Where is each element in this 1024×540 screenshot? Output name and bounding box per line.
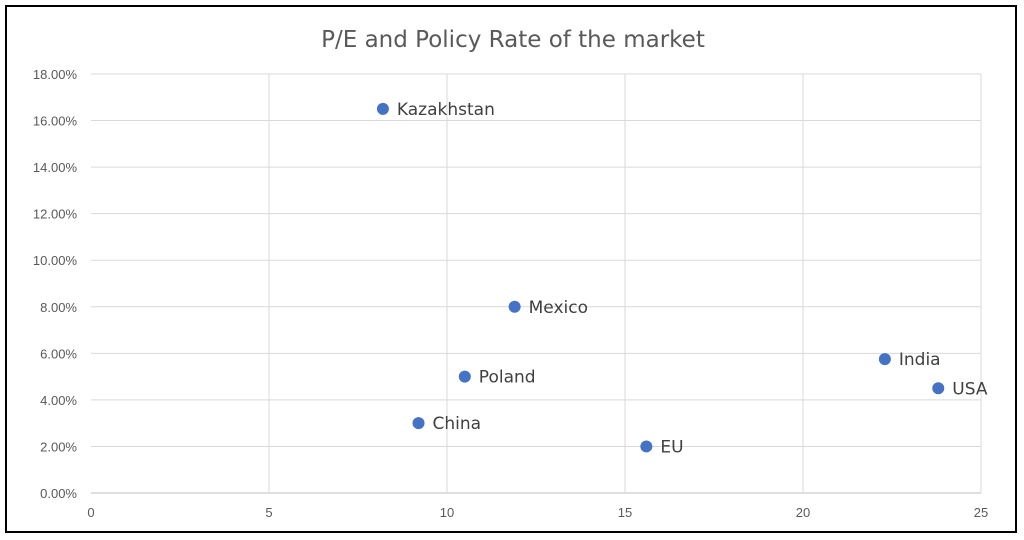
y-tick-label: 6.00%: [40, 346, 77, 361]
x-tick-label: 15: [618, 505, 632, 520]
y-tick-label: 4.00%: [40, 393, 77, 408]
data-point: [878, 353, 891, 366]
data-point: [412, 417, 425, 430]
y-tick-label: 8.00%: [40, 300, 77, 315]
y-tick-label: 14.00%: [33, 160, 78, 175]
data-point: [376, 102, 389, 115]
x-tick-label: 0: [87, 505, 94, 520]
x-tick-label: 20: [796, 505, 810, 520]
data-point: [640, 440, 653, 453]
data-label: Poland: [479, 368, 536, 388]
data-label: USA: [952, 379, 988, 399]
y-tick-label: 10.00%: [33, 253, 78, 268]
chart-title: P/E and Policy Rate of the market: [321, 27, 705, 53]
y-tick-label: 0.00%: [40, 486, 77, 501]
data-label: Kazakhstan: [397, 100, 495, 120]
data-label: Mexico: [529, 298, 588, 318]
data-label: China: [433, 414, 482, 434]
y-tick-label: 18.00%: [33, 67, 78, 82]
data-label: EU: [660, 437, 683, 457]
data-point: [932, 382, 945, 395]
data-point: [508, 300, 521, 313]
data-label: India: [899, 350, 941, 370]
chart-frame: P/E and Policy Rate of the market 0.00% 2…: [5, 5, 1017, 533]
x-tick-label: 5: [265, 505, 272, 520]
y-tick-label: 12.00%: [33, 207, 78, 222]
y-tick-label: 2.00%: [40, 439, 77, 454]
y-tick-label: 16.00%: [33, 114, 78, 129]
scatter-plot: 0.00% 2.00% 4.00% 6.00% 8.00% 10.00% 12.00% 14.…: [33, 67, 988, 520]
data-point: [458, 370, 471, 383]
x-tick-label: 25: [974, 505, 988, 520]
x-tick-label: 10: [440, 505, 454, 520]
